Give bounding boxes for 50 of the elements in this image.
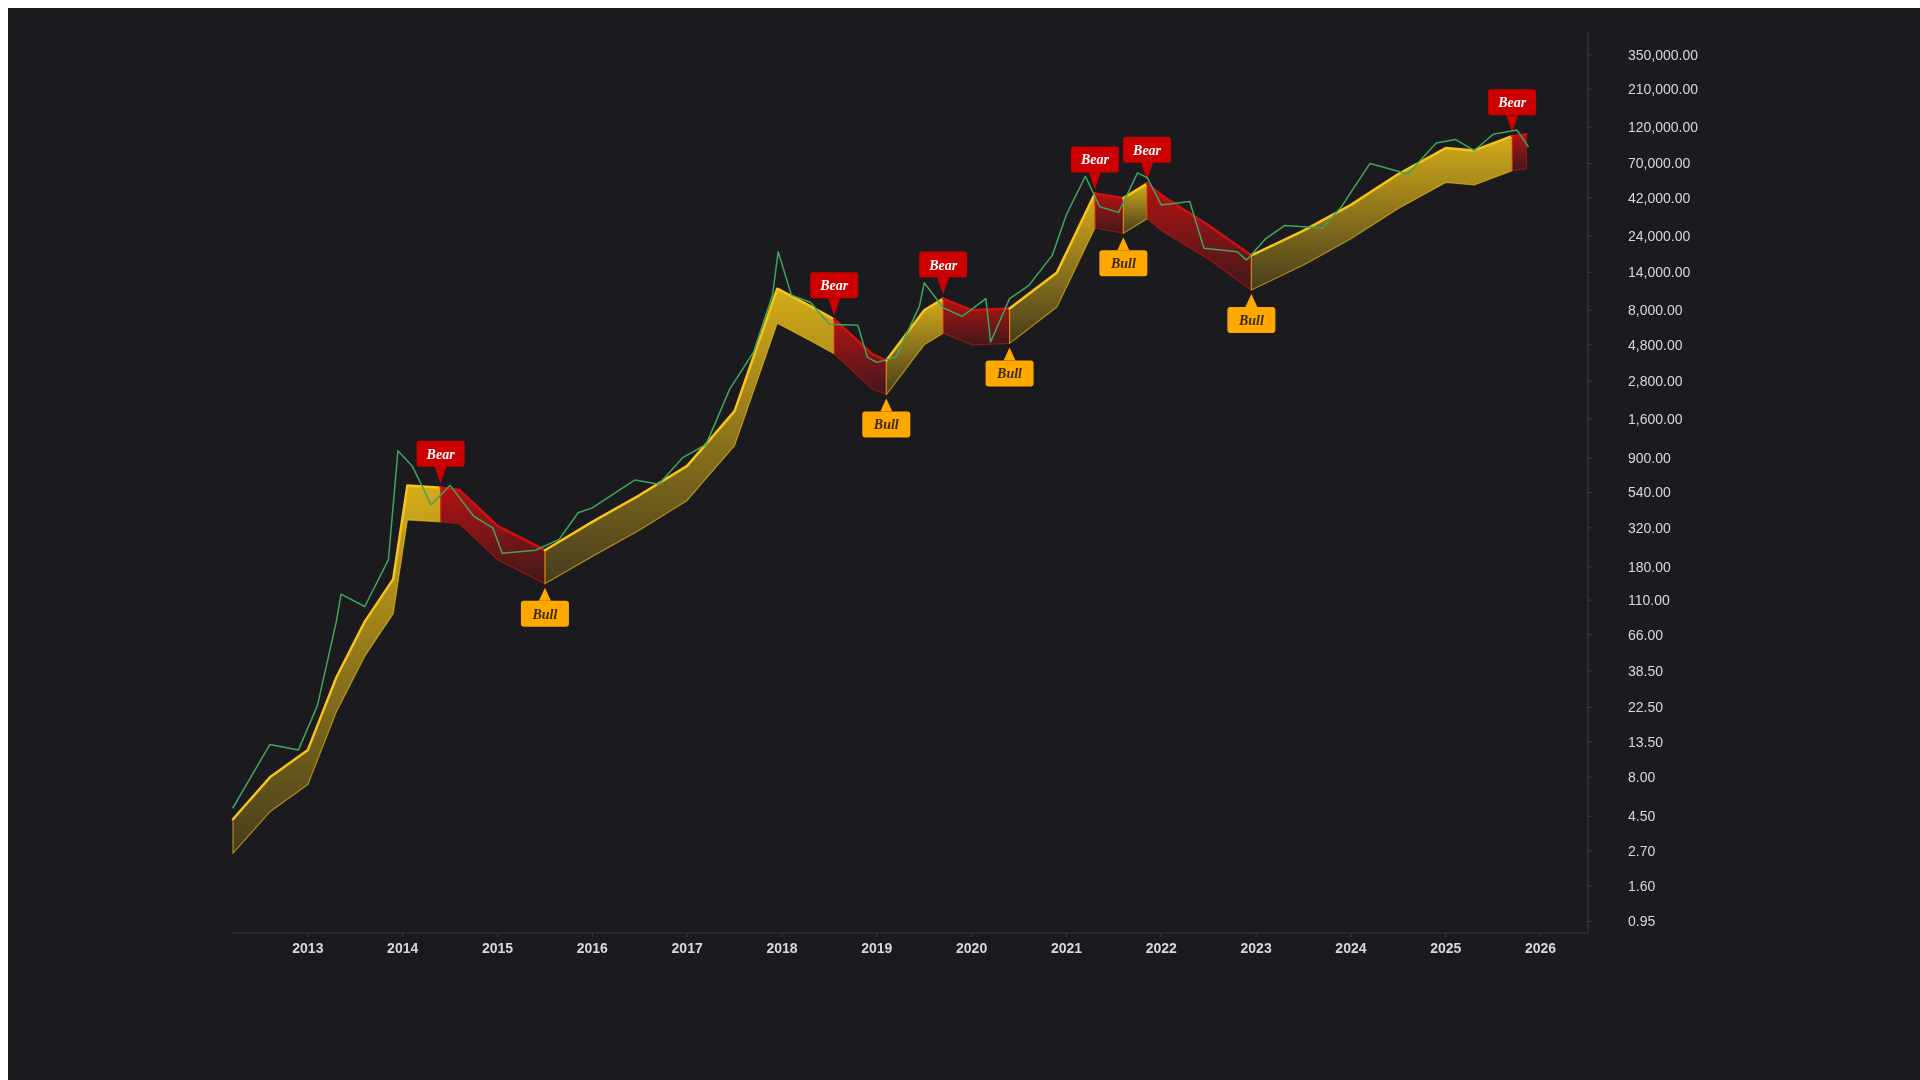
annotation: Bull bbox=[1109, 256, 1136, 272]
x-tick-label: 2021 bbox=[1050, 939, 1083, 956]
x-tick-label: 2017 bbox=[671, 939, 703, 956]
annotation: Bull bbox=[1237, 312, 1264, 328]
annotation: Bull bbox=[872, 417, 899, 433]
y-tick-label: 2.70 bbox=[1628, 842, 1656, 859]
y-tick-label: 4,800.00 bbox=[1628, 336, 1683, 353]
x-tick-label: 2019 bbox=[861, 939, 893, 956]
x-tick-label: 2022 bbox=[1145, 939, 1178, 956]
x-tick-label: 2018 bbox=[766, 939, 798, 956]
x-tick-label: 2016 bbox=[576, 939, 609, 956]
y-tick-label: 1,600.00 bbox=[1628, 410, 1683, 427]
x-tick-label: 2013 bbox=[292, 939, 324, 956]
x-tick-label: 2014 bbox=[387, 939, 419, 956]
y-tick-label: 42,000.00 bbox=[1628, 190, 1691, 207]
y-tick-label: 540.00 bbox=[1628, 484, 1672, 501]
y-tick-label: 22.50 bbox=[1628, 699, 1664, 716]
annotation: Bear bbox=[928, 257, 958, 273]
x-tick-label: 2026 bbox=[1525, 939, 1557, 956]
y-tick-label: 14,000.00 bbox=[1628, 264, 1691, 281]
annotation: Bull bbox=[531, 606, 558, 622]
y-tick-label: 13.50 bbox=[1628, 733, 1664, 750]
x-tick-label: 2024 bbox=[1335, 939, 1367, 956]
annotation: Bear bbox=[1132, 142, 1162, 158]
x-tick-label: 2020 bbox=[956, 939, 988, 956]
x-tick-label: 2023 bbox=[1240, 939, 1272, 956]
y-tick-label: 350,000.00 bbox=[1628, 46, 1699, 63]
annotation: Bear bbox=[425, 446, 456, 462]
y-tick-label: 180.00 bbox=[1628, 558, 1672, 575]
annotation: Bear bbox=[1079, 152, 1110, 168]
annotation: Bear bbox=[819, 278, 849, 294]
y-tick-label: 4.50 bbox=[1628, 808, 1656, 825]
y-tick-label: 70,000.00 bbox=[1628, 155, 1691, 172]
y-tick-label: 38.50 bbox=[1628, 662, 1664, 679]
y-tick-label: 8,000.00 bbox=[1628, 302, 1683, 319]
y-tick-label: 0.95 bbox=[1628, 913, 1656, 930]
y-tick-label: 210,000.00 bbox=[1628, 81, 1699, 98]
y-tick-label: 24,000.00 bbox=[1628, 227, 1691, 244]
y-tick-label: 320.00 bbox=[1628, 519, 1672, 536]
y-tick-label: 8.00 bbox=[1628, 769, 1656, 786]
y-tick-label: 900.00 bbox=[1628, 449, 1672, 466]
y-tick-label: 120,000.00 bbox=[1628, 119, 1699, 136]
y-tick-label: 110.00 bbox=[1628, 591, 1670, 608]
x-tick-label: 2025 bbox=[1430, 939, 1462, 956]
annotation: Bear bbox=[1497, 95, 1527, 111]
x-tick-label: 2015 bbox=[481, 939, 514, 956]
y-tick-label: 1.60 bbox=[1628, 878, 1656, 895]
y-tick-label: 66.00 bbox=[1628, 626, 1664, 643]
annotation: Bull bbox=[996, 366, 1023, 382]
y-tick-label: 2,800.00 bbox=[1628, 373, 1683, 390]
